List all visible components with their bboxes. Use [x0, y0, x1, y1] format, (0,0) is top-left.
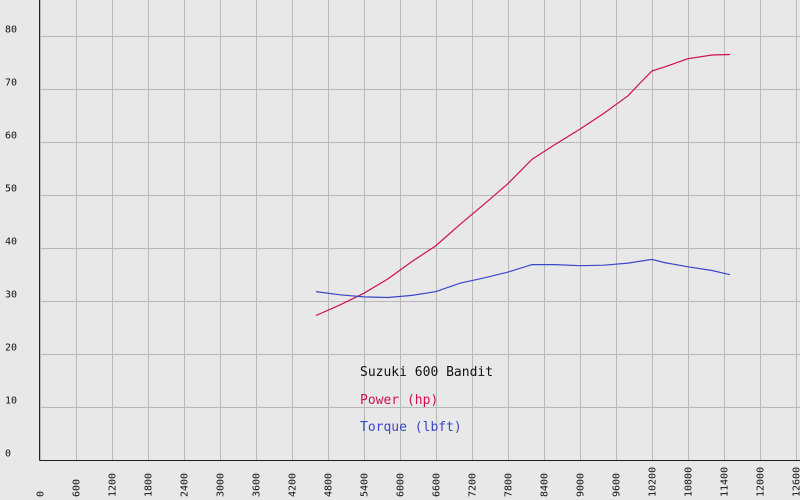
- x-tick-label: 4200: [288, 473, 299, 497]
- y-tick-label: 50: [5, 184, 17, 195]
- x-tick-label: 9000: [576, 473, 587, 497]
- x-axis-ticks: 0 600 1200 1800 2400 3000 3600 4200 4800 5400 6000…: [36, 467, 800, 497]
- y-tick-label: 60: [5, 131, 17, 142]
- y-tick-label: 20: [5, 343, 17, 354]
- x-tick-label: 10800: [684, 467, 695, 497]
- y-axis-ticks: 0 10 20 30 40 50 60 70 80: [5, 25, 17, 460]
- x-tick-label: 3600: [252, 473, 263, 497]
- x-tick-label: 5400: [360, 473, 371, 497]
- x-tick-label: 12000: [756, 467, 767, 497]
- series-line-torque: [315, 258, 731, 299]
- axes: [39, 0, 800, 461]
- x-tick-label: 8400: [540, 473, 551, 497]
- x-tick-label: 9600: [612, 473, 623, 497]
- x-tick-label: 3000: [216, 473, 227, 497]
- x-tick-label: 0: [36, 491, 47, 497]
- series-line-power: [315, 53, 731, 317]
- x-tick-label: 6600: [432, 473, 443, 497]
- x-tick-label: 1800: [144, 473, 155, 497]
- grid: [40, 0, 800, 460]
- chart-title: Suzuki 600 Bandit: [360, 365, 493, 380]
- x-tick-label: 10200: [648, 467, 659, 497]
- y-tick-label: 70: [5, 78, 17, 89]
- x-tick-label: 600: [72, 479, 83, 497]
- x-tick-label: 4800: [324, 473, 335, 497]
- y-tick-label: 80: [5, 25, 17, 36]
- y-tick-label: 10: [5, 396, 17, 407]
- x-tick-label: 2400: [180, 473, 191, 497]
- legend-torque: Torque (lbft): [360, 420, 462, 435]
- x-tick-label: 11400: [720, 467, 731, 497]
- series-lines: [315, 53, 731, 317]
- y-tick-label: 0: [5, 449, 11, 460]
- x-tick-label: 6000: [396, 473, 407, 497]
- legend-power: Power (hp): [360, 393, 438, 408]
- y-tick-label: 30: [5, 290, 17, 301]
- x-tick-label: 1200: [108, 473, 119, 497]
- y-tick-label: 40: [5, 237, 17, 248]
- x-tick-label: 12600: [792, 467, 800, 497]
- x-tick-label: 7200: [468, 473, 479, 497]
- x-tick-label: 7800: [504, 473, 515, 497]
- legend: Suzuki 600 Bandit Power (hp) Torque (lbf…: [360, 365, 493, 435]
